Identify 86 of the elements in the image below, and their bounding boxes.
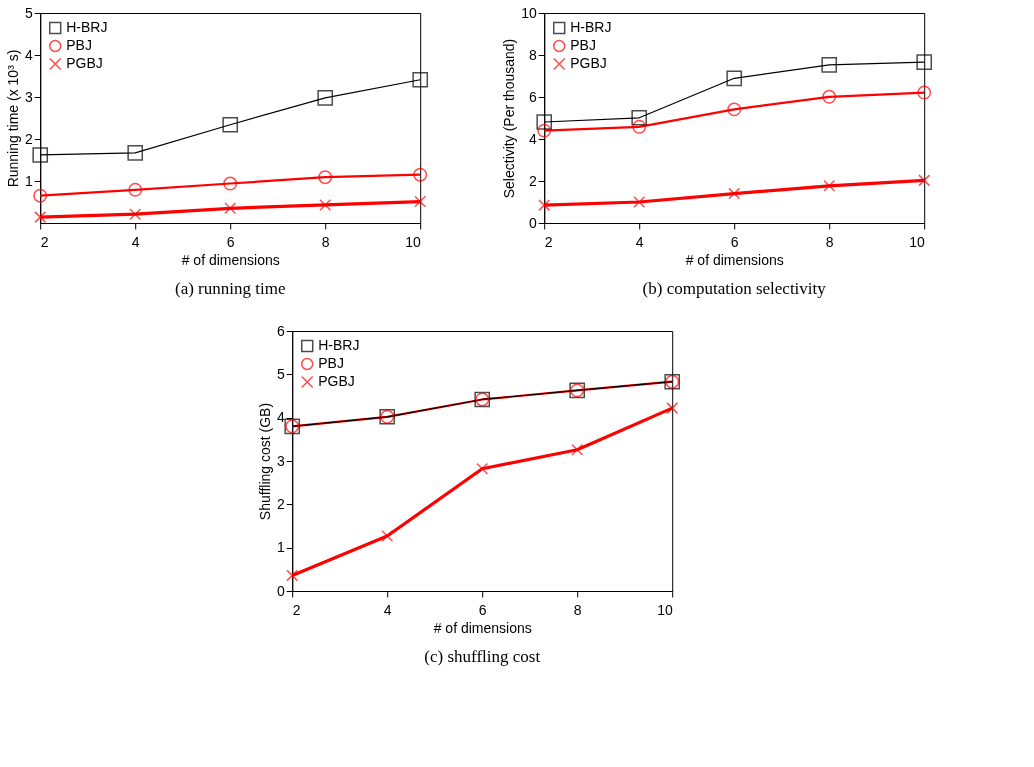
legend-label: PBJ <box>570 37 596 53</box>
y-tick-label: 10 <box>521 4 537 21</box>
y-tick-label: 5 <box>276 365 285 382</box>
point <box>412 71 429 88</box>
point <box>224 202 237 215</box>
y-tick-label: 2 <box>24 130 33 147</box>
point <box>536 114 553 130</box>
y-tick-label: 5 <box>24 4 33 21</box>
legend-label: PBJ <box>66 37 92 53</box>
point <box>413 167 428 182</box>
x-tick-label: 4 <box>383 601 392 618</box>
x-tick-label: 4 <box>635 233 644 250</box>
point <box>128 182 143 197</box>
y-tick-label: 3 <box>276 452 285 469</box>
point <box>917 85 932 100</box>
point <box>726 70 743 87</box>
point <box>916 54 933 70</box>
x-tick-label: 10 <box>909 233 925 250</box>
legend-label: PGBJ <box>66 55 103 71</box>
point <box>537 123 552 138</box>
y-tick-label: 8 <box>528 46 537 63</box>
point <box>223 176 238 191</box>
point <box>822 89 837 104</box>
x-tick-label: 10 <box>405 233 421 250</box>
y-tick-label: 0 <box>276 582 285 599</box>
point <box>821 57 838 73</box>
y-tick-label: 4 <box>276 409 285 426</box>
y-tick-label: 4 <box>528 130 537 147</box>
point <box>33 188 48 203</box>
text: (c) shuffling cost <box>424 647 541 666</box>
legend-label: PBJ <box>318 355 344 371</box>
point <box>476 462 489 475</box>
x-tick-label: 6 <box>730 233 739 250</box>
legend-label: H-BRJ <box>318 337 360 353</box>
point <box>414 195 427 208</box>
point <box>631 109 648 126</box>
text: (a) running time <box>174 279 286 298</box>
point <box>318 170 333 185</box>
x-tick-label: 2 <box>544 233 553 250</box>
point <box>32 147 49 163</box>
x-tick-label: 8 <box>321 233 330 250</box>
point <box>728 187 741 200</box>
point <box>127 145 144 161</box>
x-tick-label: 2 <box>292 601 301 618</box>
point <box>918 174 931 187</box>
y-tick-label: 1 <box>24 172 33 189</box>
point <box>727 102 742 117</box>
point <box>381 529 394 542</box>
x-tick-label: 6 <box>226 233 235 250</box>
legend-label: PGBJ <box>318 373 355 389</box>
x-axis-title: # of dimensions <box>433 619 532 636</box>
y-axis-title: Running time (x 10³ s) <box>4 49 21 188</box>
text: (b) computation selectivity <box>642 279 827 298</box>
point <box>823 179 836 192</box>
point <box>538 199 551 212</box>
legend-label: H-BRJ <box>66 19 108 35</box>
point <box>319 198 332 211</box>
legend-label: H-BRJ <box>570 19 612 35</box>
point <box>129 208 142 221</box>
point <box>222 116 239 133</box>
y-tick-label: 3 <box>24 88 33 105</box>
x-tick-label: 8 <box>573 601 582 618</box>
x-tick-label: 8 <box>825 233 834 250</box>
point <box>571 443 584 456</box>
y-tick-label: 2 <box>276 495 285 512</box>
y-axis-title: Selectivity (Per thousand) <box>501 38 518 199</box>
x-axis-title: # of dimensions <box>181 251 280 268</box>
point <box>666 402 679 415</box>
point <box>34 211 47 224</box>
x-axis-title: # of dimensions <box>685 251 784 268</box>
y-tick-label: 1 <box>276 539 285 556</box>
x-tick-label: 2 <box>40 233 49 250</box>
point <box>632 119 647 134</box>
x-tick-label: 6 <box>478 601 487 618</box>
y-axis-title: Shuffling cost (GB) <box>256 402 273 521</box>
y-tick-label: 6 <box>528 88 537 105</box>
x-tick-label: 10 <box>657 601 673 618</box>
y-tick-label: 6 <box>276 322 285 339</box>
y-tick-label: 0 <box>528 214 537 231</box>
point <box>286 569 299 582</box>
y-tick-label: 4 <box>24 46 33 63</box>
legend-label: PGBJ <box>570 55 607 71</box>
x-tick-label: 4 <box>131 233 140 250</box>
y-tick-label: 2 <box>528 172 537 189</box>
point <box>317 90 334 106</box>
point <box>633 196 646 208</box>
